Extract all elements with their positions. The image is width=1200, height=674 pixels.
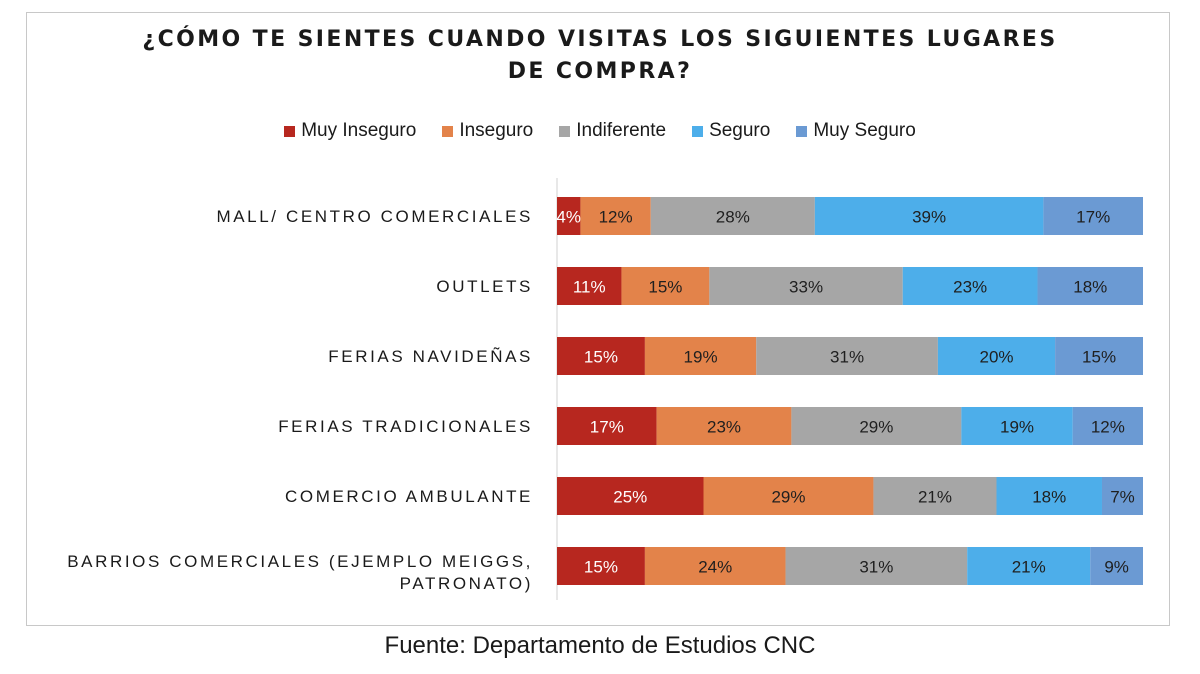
data-label: 18% xyxy=(1032,488,1066,507)
legend-item: Muy Inseguro xyxy=(284,120,416,142)
data-label: 15% xyxy=(584,348,618,367)
legend-label: Indiferente xyxy=(576,120,667,141)
bar-segment xyxy=(1072,407,1143,445)
data-label: 29% xyxy=(859,418,893,437)
category-label: BARRIOS COMERCIALES (EJEMPLO MEIGGS, PATR… xyxy=(67,552,533,593)
bar-segment xyxy=(967,547,1091,585)
chart-title-line2: DE COMPRA? xyxy=(507,59,693,84)
data-label: 9% xyxy=(1104,558,1129,577)
legend-swatch xyxy=(559,125,571,137)
bar-segment xyxy=(650,197,815,235)
bar-segment xyxy=(1037,267,1143,305)
bar-segment xyxy=(791,407,962,445)
legend-label: Muy Seguro xyxy=(813,120,916,141)
legend-label: Seguro xyxy=(709,120,771,141)
data-label: 24% xyxy=(698,558,732,577)
bar-segment xyxy=(1101,477,1143,515)
source-note: Fuente: Departamento de Estudios CNC xyxy=(384,632,816,659)
bar-segment xyxy=(1043,197,1143,235)
bar-segment xyxy=(656,407,792,445)
chart-title: ¿CÓMO TE SIENTES CUANDO VISITAS LOS SIGU… xyxy=(0,24,1200,88)
bar-segment xyxy=(1090,547,1143,585)
category-label: FERIAS TRADICIONALES xyxy=(278,417,533,436)
bar-segment xyxy=(557,337,645,375)
data-label: 15% xyxy=(648,278,682,297)
legend-label: Muy Inseguro xyxy=(301,120,417,141)
data-label: 20% xyxy=(979,348,1013,367)
data-label: 23% xyxy=(953,278,987,297)
legend-swatch xyxy=(692,125,704,137)
chart-legend: Muy Inseguro Inseguro Indiferente Seguro Muy… xyxy=(0,120,1200,142)
data-label: 15% xyxy=(584,558,618,577)
bar-segment xyxy=(937,337,1056,375)
bar-segment xyxy=(814,197,1044,235)
category-label: OUTLETS xyxy=(436,277,533,296)
bar-segment xyxy=(902,267,1038,305)
legend-swatch xyxy=(796,125,808,137)
bar-segment xyxy=(709,267,903,305)
bar-segment xyxy=(756,337,938,375)
chart-title-line1: ¿CÓMO TE SIENTES CUANDO VISITAS LOS SIGU… xyxy=(142,27,1058,52)
bar-segment xyxy=(557,197,581,235)
bar-segment xyxy=(703,477,874,515)
data-label: 19% xyxy=(684,348,718,367)
bar-segment xyxy=(557,407,657,445)
data-label: 33% xyxy=(789,278,823,297)
bar-segment xyxy=(557,477,704,515)
data-label: 28% xyxy=(716,208,750,227)
data-label: 18% xyxy=(1073,278,1107,297)
data-label: 4% xyxy=(556,208,581,227)
bar-segment xyxy=(557,547,645,585)
category-label: FERIAS NAVIDEÑAS xyxy=(328,347,533,366)
legend-item: Inseguro xyxy=(442,120,533,142)
bar-segment xyxy=(961,407,1073,445)
category-label: COMERCIO AMBULANTE xyxy=(285,487,533,506)
data-label: 29% xyxy=(771,488,805,507)
data-label: 25% xyxy=(613,488,647,507)
chart-frame xyxy=(26,12,1170,626)
data-label: 11% xyxy=(573,278,606,297)
data-label: 31% xyxy=(859,558,893,577)
bar-segment xyxy=(996,477,1102,515)
legend-label: Inseguro xyxy=(459,120,534,141)
legend-item: Indiferente xyxy=(559,120,666,142)
data-label: 12% xyxy=(599,208,633,227)
bar-segment xyxy=(873,477,997,515)
data-label: 39% xyxy=(912,208,946,227)
data-label: 21% xyxy=(1012,558,1046,577)
legend-item: Seguro xyxy=(692,120,770,142)
category-label: MALL/ CENTRO COMERCIALES xyxy=(216,207,533,226)
data-label: 21% xyxy=(918,488,952,507)
bar-segment xyxy=(557,267,622,305)
bar-segment xyxy=(785,547,968,585)
data-label: 15% xyxy=(1082,348,1116,367)
data-label: 17% xyxy=(590,418,624,437)
data-label: 19% xyxy=(1000,418,1034,437)
legend-swatch xyxy=(284,125,296,137)
data-label: 7% xyxy=(1110,488,1135,507)
bar-segment xyxy=(644,547,786,585)
data-label: 23% xyxy=(707,418,741,437)
data-label: 17% xyxy=(1076,208,1110,227)
data-label: 12% xyxy=(1091,418,1125,437)
bar-segment xyxy=(621,267,710,305)
legend-item: Muy Seguro xyxy=(796,120,916,142)
legend-swatch xyxy=(442,125,454,137)
bar-segment xyxy=(644,337,757,375)
bar-segment xyxy=(1055,337,1143,375)
data-label: 31% xyxy=(830,348,864,367)
bar-segment xyxy=(580,197,651,235)
